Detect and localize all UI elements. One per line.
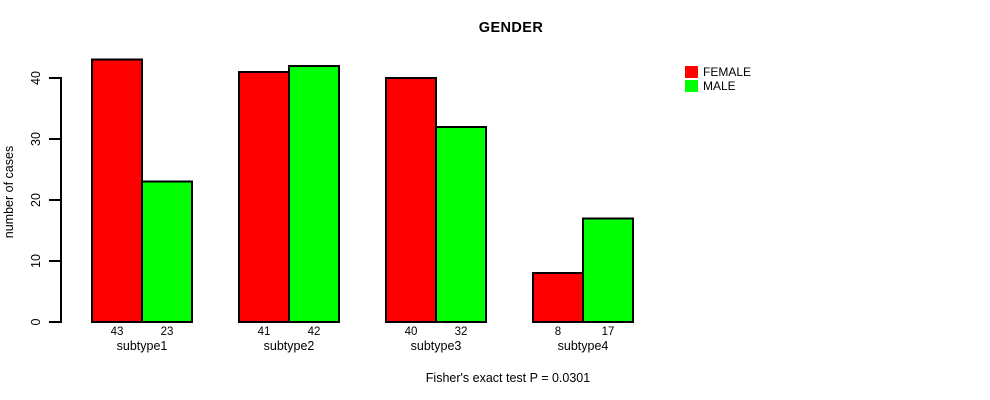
legend: FEMALE MALE	[685, 66, 751, 92]
y-tick-label: 40	[29, 71, 43, 85]
bar-female-subtype2	[238, 70, 290, 324]
x-category-label-subtype3: subtype3	[410, 339, 462, 353]
bar-value-label: 43	[110, 326, 124, 338]
bar-male-subtype1	[141, 180, 193, 323]
legend-item-male: MALE	[685, 80, 751, 92]
bar-male-subtype4	[582, 217, 634, 323]
bar-value-label: 40	[404, 326, 418, 338]
legend-label-male: MALE	[703, 79, 736, 93]
bar-value-label: 32	[454, 326, 468, 338]
bar-female-subtype3	[385, 77, 437, 323]
y-tick-label: 0	[29, 318, 43, 326]
bar-male-subtype3	[435, 125, 487, 323]
bar-value-label: 8	[554, 326, 562, 338]
legend-item-female: FEMALE	[685, 66, 751, 78]
y-tick-label: 10	[29, 254, 43, 268]
bar-value-label: 42	[307, 326, 321, 338]
bar-female-subtype4	[532, 272, 584, 324]
x-category-label-subtype2: subtype2	[263, 339, 315, 353]
legend-swatch-male	[685, 80, 698, 92]
legend-label-female: FEMALE	[703, 65, 752, 79]
x-category-label-subtype1: subtype1	[116, 339, 168, 353]
bar-value-label: 17	[601, 326, 615, 338]
bar-female-subtype1	[91, 58, 143, 323]
legend-swatch-female	[685, 66, 698, 78]
bar-male-subtype2	[288, 64, 340, 324]
y-axis-label: number of cases	[2, 145, 16, 239]
bar-value-label: 23	[160, 326, 174, 338]
bar-value-label: 41	[257, 326, 271, 338]
y-tick-label: 30	[29, 132, 43, 146]
y-tick-label: 20	[29, 193, 43, 207]
chart-title: GENDER	[478, 20, 544, 36]
fisher-test-annotation: Fisher's exact test P = 0.0301	[425, 371, 591, 385]
x-category-label-subtype4: subtype4	[557, 339, 609, 353]
